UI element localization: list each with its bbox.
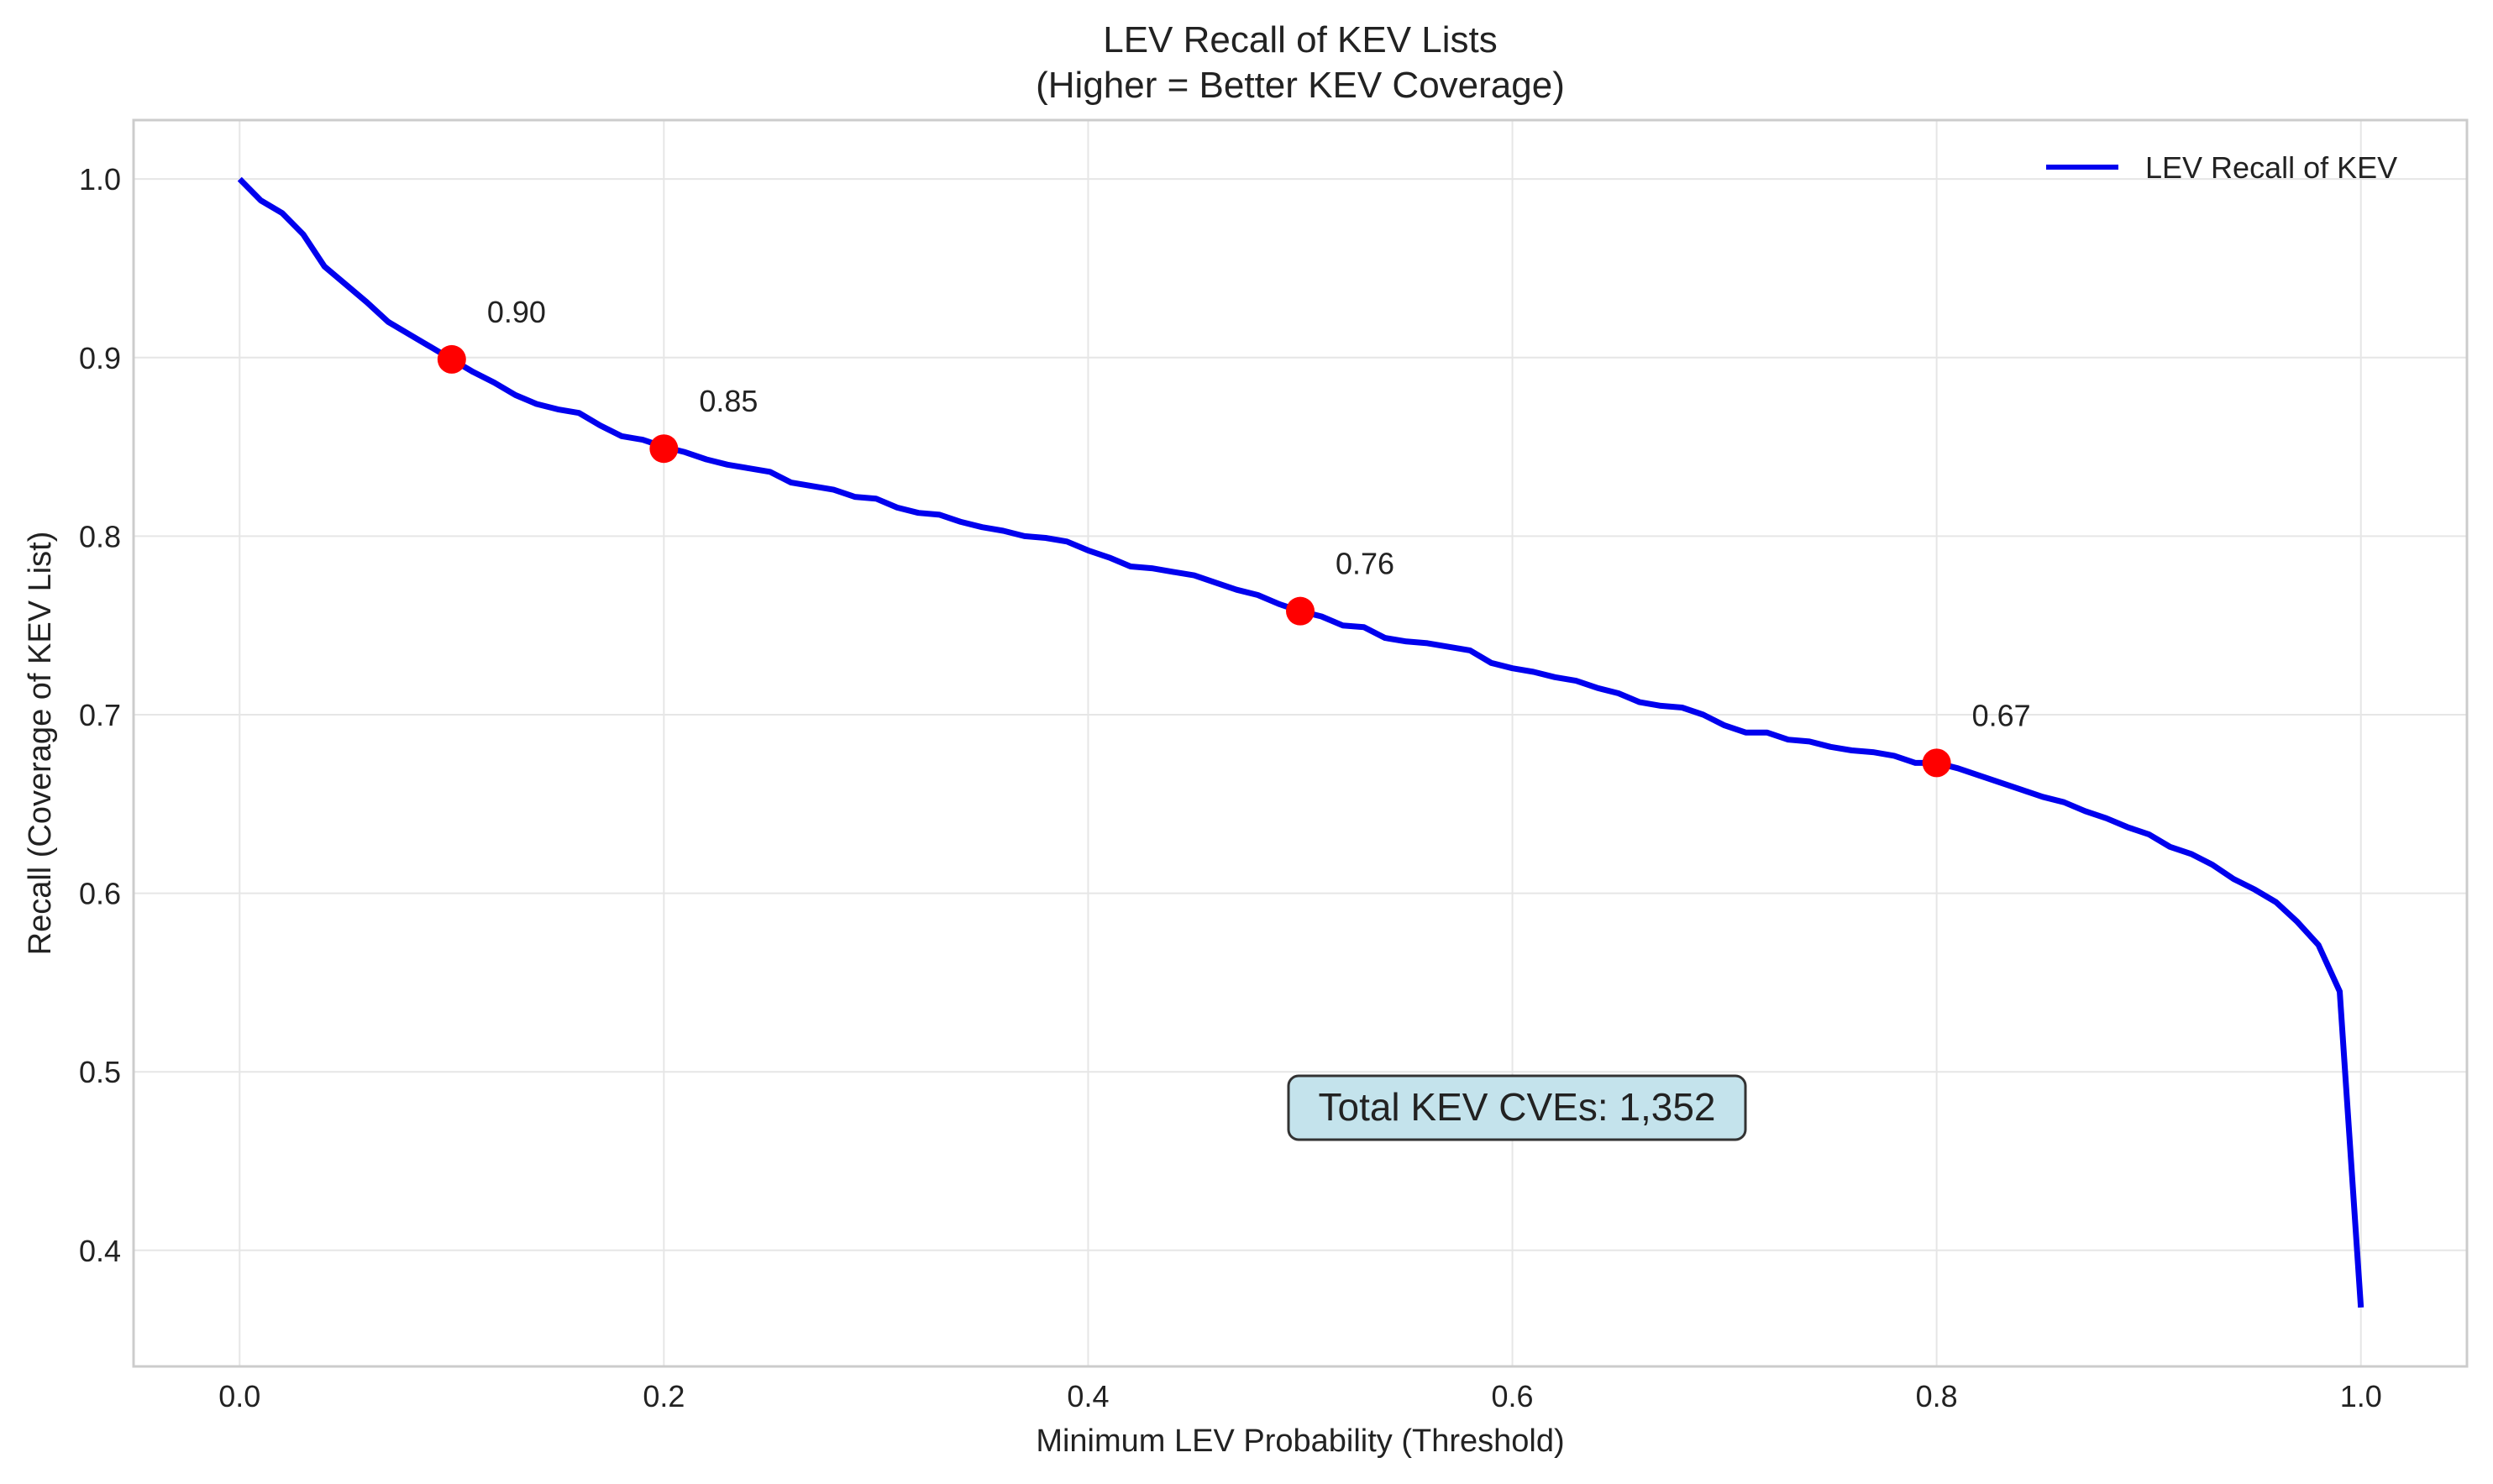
- legend: LEV Recall of KEV: [2046, 150, 2397, 185]
- threshold-marker: [1286, 596, 1315, 626]
- threshold-marker: [437, 344, 466, 374]
- x-axis-label: Minimum LEV Probability (Threshold): [1036, 1424, 1564, 1459]
- x-tick-label: 0.4: [1067, 1379, 1109, 1413]
- y-tick-label: 0.6: [79, 877, 121, 911]
- threshold-marker-label: 0.90: [487, 295, 546, 329]
- y-tick-label: 0.4: [79, 1234, 121, 1268]
- legend-label: LEV Recall of KEV: [2145, 150, 2397, 185]
- x-tick-label: 1.0: [2340, 1379, 2382, 1413]
- chart-title-line1: LEV Recall of KEV Lists: [1103, 19, 1498, 60]
- chart-title-line2: (Higher = Better KEV Coverage): [1036, 65, 1565, 106]
- y-tick-label: 0.7: [79, 698, 121, 732]
- x-tick-label: 0.6: [1492, 1379, 1534, 1413]
- plot-frame: [132, 118, 2469, 1368]
- y-tick-label: 0.5: [79, 1055, 121, 1089]
- threshold-marker-label: 0.76: [1336, 547, 1394, 581]
- x-tick-label: 0.0: [218, 1379, 260, 1413]
- threshold-marker-label: 0.85: [699, 384, 758, 418]
- total-kev-box-text: Total KEV CVEs: 1,352: [1318, 1085, 1715, 1129]
- y-tick-label: 1.0: [79, 162, 121, 197]
- grid: [134, 120, 2467, 1366]
- axis-ticks: 0.0 0.2 0.4 0.6 0.8 1.0 0.4 0.5 0.6 0.7 0.8 0.9 1.0: [79, 162, 2382, 1413]
- x-tick-label: 0.2: [643, 1379, 685, 1413]
- y-axis-label: Recall (Coverage of KEV List): [23, 532, 58, 956]
- threshold-marker: [1922, 748, 1951, 778]
- x-tick-label: 0.8: [1916, 1379, 1958, 1413]
- y-tick-label: 0.8: [79, 519, 121, 553]
- threshold-marker: [649, 434, 679, 464]
- total-kev-box-frame: [1287, 1074, 1747, 1141]
- total-kev-box: Total KEV CVEs: 1,352: [1287, 1074, 1747, 1141]
- marker-layer: 0.90 0.85 0.76 0.67: [437, 295, 2031, 778]
- y-tick-label: 0.9: [79, 341, 121, 375]
- threshold-marker-label: 0.67: [1972, 698, 2031, 732]
